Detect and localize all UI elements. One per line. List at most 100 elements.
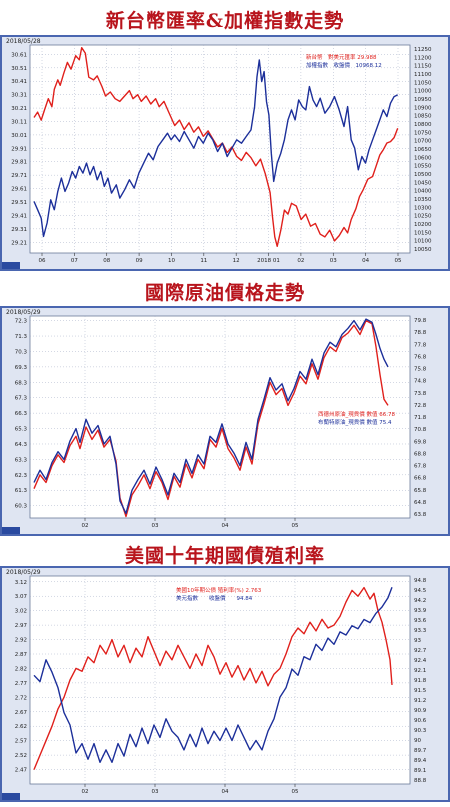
y-tick-left: 65.3 bbox=[15, 427, 28, 433]
y-tick-left: 29.91 bbox=[11, 146, 27, 152]
y-tick-left: 66.3 bbox=[15, 411, 28, 417]
y-tick-right: 67.8 bbox=[414, 464, 427, 470]
legend-entry: 美元指數 收盤價 94.84 bbox=[176, 594, 253, 602]
y-tick-right: 94.5 bbox=[414, 588, 427, 594]
y-tick-right: 93.6 bbox=[414, 618, 427, 624]
y-tick-left: 29.71 bbox=[11, 173, 27, 179]
x-tick-label: 03 bbox=[330, 258, 337, 264]
chart-date: 2018/05/29 bbox=[6, 569, 41, 576]
y-tick-left: 30.21 bbox=[11, 106, 27, 112]
plot-area bbox=[29, 44, 411, 254]
y-tick-right: 10400 bbox=[414, 189, 432, 195]
y-tick-right: 93.3 bbox=[414, 628, 427, 634]
y-tick-right: 10600 bbox=[414, 155, 432, 161]
y-tick-right: 10500 bbox=[414, 172, 432, 178]
y-tick-right: 88.8 bbox=[414, 778, 427, 784]
y-tick-right: 11250 bbox=[414, 47, 432, 53]
y-tick-right: 91.8 bbox=[414, 678, 427, 684]
y-tick-right: 10350 bbox=[414, 197, 432, 203]
y-tick-right: 68.8 bbox=[414, 451, 427, 457]
chart-us10y-yield: 2018/05/29 3.12 3.07 3.02 2.97 2.92 2.87 2.82 2.… bbox=[0, 566, 450, 802]
y-tick-right: 10700 bbox=[414, 139, 432, 145]
y-tick-left: 30.11 bbox=[11, 119, 27, 125]
y-tick-right: 69.8 bbox=[414, 439, 427, 445]
x-tick-label: 05 bbox=[292, 523, 299, 529]
y-tick-right: 63.8 bbox=[414, 512, 427, 518]
y-tick-right: 66.8 bbox=[414, 476, 427, 482]
y-tick-left: 29.51 bbox=[11, 200, 27, 206]
x-tick-label: 08 bbox=[103, 258, 110, 264]
y-tick-left: 67.3 bbox=[15, 396, 28, 402]
x-tick-label: 10 bbox=[168, 258, 175, 264]
y-tick-left: 29.41 bbox=[11, 213, 27, 219]
y-tick-left: 3.12 bbox=[15, 580, 27, 586]
y-tick-right: 64.8 bbox=[414, 500, 427, 506]
y-tick-right: 10450 bbox=[414, 180, 432, 186]
y-tick-left: 64.3 bbox=[15, 442, 28, 448]
y-tick-left: 2.77 bbox=[15, 681, 28, 687]
y-tick-left: 29.21 bbox=[11, 240, 27, 246]
chart-title-us10y: 美國十年期國債殖利率 bbox=[124, 545, 325, 567]
y-tick-right: 94.2 bbox=[414, 598, 426, 604]
y-tick-left: 29.31 bbox=[11, 227, 27, 233]
y-tick-left: 2.62 bbox=[15, 724, 27, 730]
x-tick-label: 02 bbox=[82, 523, 89, 529]
y-tick-right: 89.4 bbox=[414, 758, 427, 764]
y-tick-left: 30.41 bbox=[11, 79, 27, 85]
y-tick-left: 2.87 bbox=[15, 652, 28, 658]
y-tick-left: 2.82 bbox=[15, 666, 27, 672]
y-tick-right: 77.8 bbox=[414, 342, 427, 348]
x-tick-label: 04 bbox=[222, 789, 229, 795]
source-badge bbox=[2, 793, 20, 800]
y-tick-left: 63.3 bbox=[15, 457, 28, 463]
chart-twd-taiex: 2018/05/28 30.61 30.51 30.41 30.31 30.21 30.11… bbox=[0, 35, 450, 271]
legend-entry: 布蘭特原油_現貨價 數值 75.4 bbox=[318, 418, 392, 426]
y-tick-left: 3.07 bbox=[15, 594, 28, 600]
y-tick-right: 11200 bbox=[414, 55, 432, 61]
x-tick-label: 02 bbox=[297, 258, 304, 264]
x-tick-label: 06 bbox=[39, 258, 46, 264]
y-tick-right: 72.8 bbox=[414, 403, 427, 409]
x-tick-label: 02 bbox=[82, 789, 89, 795]
source-badge bbox=[2, 527, 20, 534]
x-tick-label: 07 bbox=[71, 258, 78, 264]
x-tick-label: 11 bbox=[200, 258, 207, 264]
y-tick-left: 30.31 bbox=[11, 93, 27, 99]
y-tick-right: 10950 bbox=[414, 97, 432, 103]
series-line-blue bbox=[33, 586, 393, 763]
y-tick-right: 73.8 bbox=[414, 391, 427, 397]
y-tick-right: 78.8 bbox=[414, 330, 427, 336]
series-line-red bbox=[33, 586, 393, 770]
x-tick-label: 04 bbox=[362, 258, 369, 264]
y-tick-left: 2.52 bbox=[15, 753, 27, 759]
x-tick-label: 2018 01 bbox=[257, 258, 280, 264]
legend-entry: 西德州原油_現貨價 數值 66.78 bbox=[318, 410, 395, 418]
y-tick-left: 61.3 bbox=[15, 488, 28, 494]
y-tick-left: 71.3 bbox=[15, 334, 28, 340]
y-tick-left: 2.47 bbox=[15, 768, 28, 774]
x-tick-label: 04 bbox=[222, 523, 229, 529]
y-tick-right: 10900 bbox=[414, 105, 432, 111]
y-tick-right: 91.5 bbox=[414, 688, 427, 694]
y-tick-right: 74.8 bbox=[414, 379, 427, 385]
chart-date: 2018/05/28 bbox=[6, 38, 41, 45]
plot-area bbox=[29, 315, 411, 519]
y-tick-right: 10300 bbox=[414, 205, 432, 211]
y-tick-right: 70.8 bbox=[414, 427, 427, 433]
y-tick-right: 11150 bbox=[414, 64, 432, 70]
y-tick-left: 2.92 bbox=[15, 638, 27, 644]
y-tick-left: 2.72 bbox=[15, 695, 27, 701]
y-tick-right: 10850 bbox=[414, 114, 432, 120]
y-tick-left: 29.61 bbox=[11, 187, 27, 193]
y-tick-left: 2.97 bbox=[15, 623, 28, 629]
y-tick-right: 93 bbox=[414, 638, 421, 644]
legend-entry: 新台幣 對美元匯率 29.988 bbox=[306, 53, 377, 61]
y-tick-right: 10150 bbox=[414, 230, 432, 236]
chart-date: 2018/05/29 bbox=[6, 309, 41, 316]
y-tick-right: 10750 bbox=[414, 130, 432, 136]
y-tick-right: 90.6 bbox=[414, 718, 427, 724]
y-tick-left: 68.3 bbox=[15, 380, 28, 386]
x-tick-label: 05 bbox=[292, 789, 299, 795]
series-line-red bbox=[33, 47, 399, 247]
y-tick-right: 89.1 bbox=[414, 768, 426, 774]
